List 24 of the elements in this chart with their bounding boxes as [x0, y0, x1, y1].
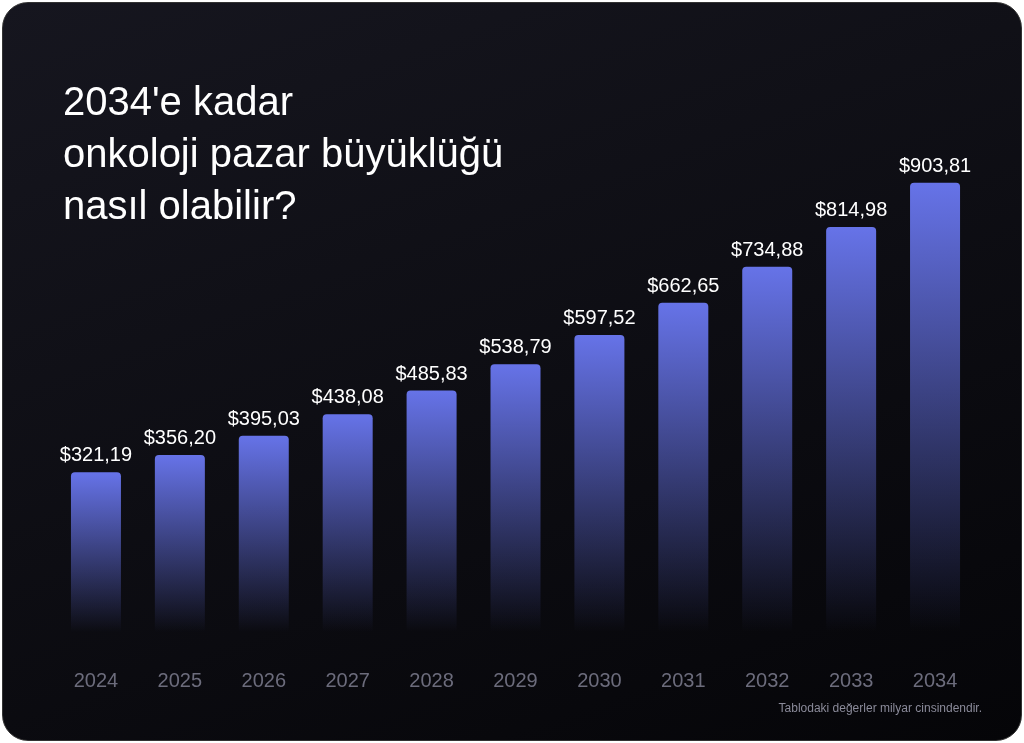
x-tick-label: 2031: [661, 669, 706, 691]
data-label: $597,52: [563, 306, 636, 329]
x-tick-label: 2027: [325, 669, 370, 691]
data-label: $438,08: [311, 385, 384, 408]
data-label: $903,81: [898, 153, 972, 176]
data-label: $356,20: [143, 425, 217, 448]
x-tick-label: 2030: [577, 669, 622, 691]
data-label: $662,65: [647, 273, 720, 296]
data-label: $734,88: [731, 237, 804, 260]
x-tick-label: 2033: [828, 669, 874, 691]
data-label: $395,03: [227, 406, 300, 429]
chart-title: 2034'e kadar onkoloji pazar büyüklüğü nasıl olabilir?: [63, 79, 504, 227]
x-tick-label: 2034: [912, 669, 958, 691]
x-tick-label: 2025: [157, 669, 203, 691]
data-label: $538,79: [479, 335, 552, 358]
x-tick-label: 2024: [73, 669, 119, 691]
x-tick-label: 2026: [241, 669, 287, 691]
text: Tablodaki değerler milyar cinsindendir.: [778, 701, 982, 715]
data-label: $814,98: [814, 197, 888, 220]
x-tick-label: 2029: [493, 669, 538, 691]
data-label: $321,19: [59, 443, 133, 466]
data-label: $485,83: [395, 361, 468, 384]
x-tick-label: 2028: [409, 669, 454, 691]
x-tick-label: 2032: [744, 669, 790, 691]
